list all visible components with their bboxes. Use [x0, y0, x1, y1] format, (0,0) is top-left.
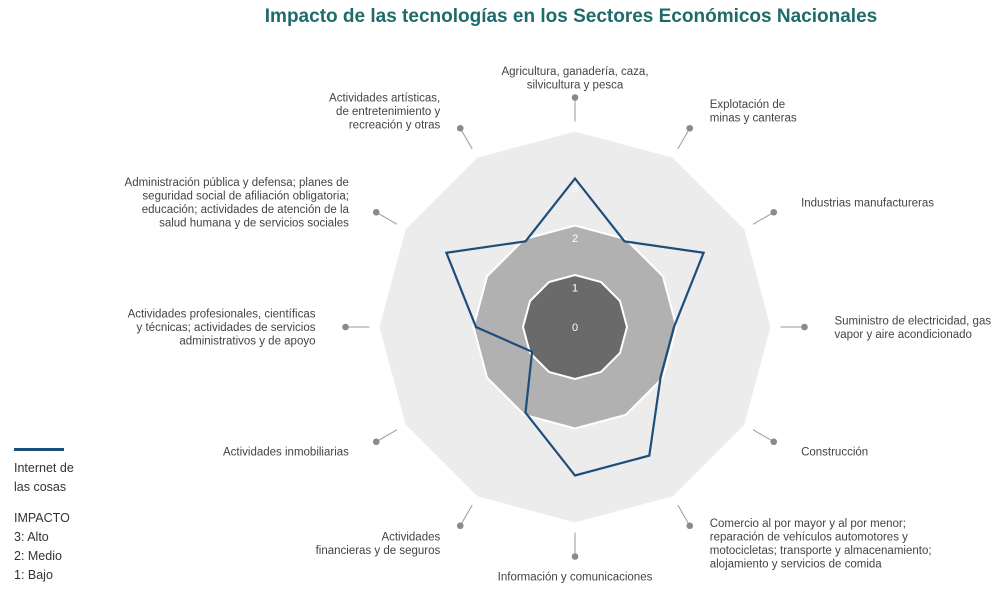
- radar-band-1: [521, 273, 629, 381]
- axis-end-dot: [456, 522, 464, 530]
- category-label: alojamiento y servicios de comida: [710, 558, 883, 570]
- axis-end-dot: [686, 124, 694, 132]
- axis-spoke: [677, 504, 691, 526]
- category-label: seguridad social de afiliación obligator…: [142, 191, 349, 203]
- series-line-internet-de-las-cosas: [444, 176, 706, 477]
- axis-end-dot: [801, 323, 808, 331]
- axis-end-dot: [770, 438, 778, 446]
- legend-series-label-line2: las cosas: [14, 480, 67, 494]
- legend-impact-title: IMPACTO: [14, 511, 70, 525]
- category-label: Comercio al por mayor y al por menor;: [710, 518, 906, 530]
- axis-end-dot: [372, 438, 380, 446]
- axis-end-dot: [686, 522, 694, 530]
- axis-end-dot: [571, 553, 579, 560]
- category-label: Información y comunicaciones: [498, 571, 653, 583]
- scale-tick-label: 3: [572, 184, 578, 196]
- scale-tick-label: 2: [572, 233, 578, 245]
- category-label: recreación y otras: [349, 119, 441, 131]
- category-label: Agricultura, ganadería, caza,: [501, 66, 648, 78]
- axis-end-dot: [456, 124, 464, 132]
- legend-impact-high: 3: Alto: [14, 530, 49, 544]
- category-label: Industrias manufactureras: [801, 197, 934, 209]
- category-label: Actividades profesionales, científicas: [128, 309, 316, 321]
- chart-title: Impacto de las tecnologías en los Sector…: [264, 6, 878, 27]
- category-label: educación; actividades de atención de la: [142, 204, 350, 216]
- axis-spoke: [677, 128, 691, 150]
- axis-spoke: [376, 211, 398, 225]
- axis-spoke: [459, 504, 473, 526]
- legend-impact-mid: 2: Medio: [14, 549, 62, 563]
- axis-end-dot: [770, 208, 778, 216]
- category-label: silvicultura y pesca: [527, 79, 624, 91]
- category-label: Explotación de: [710, 99, 785, 111]
- category-label: Construcción: [801, 447, 868, 459]
- category-label: y técnicas; actividades de servicios: [137, 322, 316, 334]
- axis-end-dot: [571, 94, 579, 101]
- scale-tick-label: 0: [572, 322, 578, 334]
- legend-impact-low: 1: Bajo: [14, 568, 53, 582]
- legend: Internet de las cosas IMPACTO 3: Alto 2:…: [14, 448, 74, 585]
- category-label: Suministro de electricidad, gas,: [834, 315, 992, 327]
- category-label: Actividades inmobiliarias: [223, 447, 349, 459]
- category-label: motocicletas; transporte y almacenamient…: [710, 545, 932, 557]
- axis-spoke: [752, 429, 774, 443]
- category-label: salud humana y de servicios sociales: [159, 218, 349, 230]
- category-label: reparación de vehículos automotores y: [710, 531, 908, 543]
- axis-spoke: [752, 211, 774, 225]
- category-label: Actividades: [381, 531, 440, 543]
- axis-spoke: [459, 128, 473, 150]
- axis-spoke: [376, 429, 398, 443]
- category-label: minas y canteras: [710, 113, 797, 125]
- legend-series-label-line1: Internet de: [14, 461, 74, 475]
- axis-end-dot: [372, 208, 380, 216]
- category-label: de entretenimiento y: [336, 106, 440, 118]
- scale-tick-label: 1: [572, 283, 578, 295]
- category-label: Administración pública y defensa; planes…: [125, 177, 349, 189]
- legend-series-swatch: [14, 448, 64, 451]
- category-label: financieras y de seguros: [316, 545, 441, 557]
- legend-series-label: Internet de las cosas: [14, 459, 74, 497]
- category-label: Actividades artísticas,: [329, 92, 440, 104]
- category-label: administrativos y de apoyo: [179, 336, 315, 348]
- category-label: vapor y aire acondicionado: [834, 329, 971, 341]
- axis-end-dot: [342, 323, 349, 331]
